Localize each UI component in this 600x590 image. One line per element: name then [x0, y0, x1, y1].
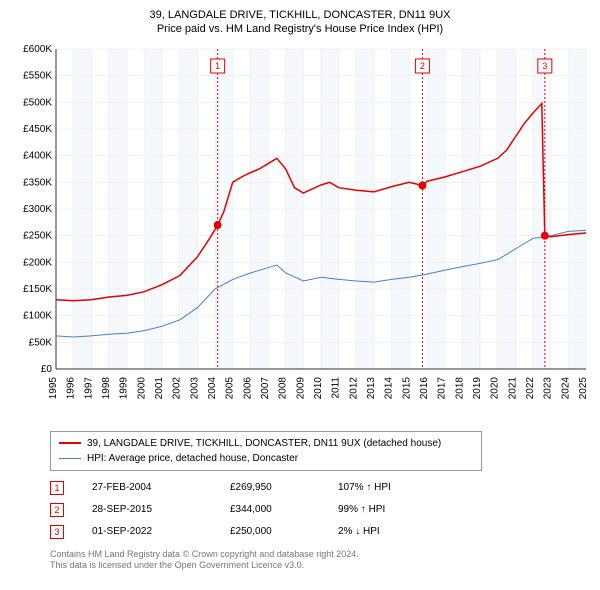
svg-text:£350K: £350K [23, 177, 52, 188]
svg-text:£600K: £600K [23, 44, 52, 55]
svg-text:2009: 2009 [295, 376, 306, 399]
svg-text:1996: 1996 [66, 376, 77, 399]
svg-text:£200K: £200K [23, 257, 52, 268]
sales-table: 1 27-FEB-2004 £269,950 107% ↑ HPI 2 28-S… [50, 477, 590, 543]
footer-line-1: Contains HM Land Registry data © Crown c… [50, 549, 590, 561]
svg-text:2014: 2014 [384, 376, 395, 399]
sale-row-3: 3 01-SEP-2022 £250,000 2% ↓ HPI [50, 521, 590, 543]
sale-date-2: 28-SEP-2015 [92, 504, 202, 515]
sale-marker-3: 3 [50, 525, 64, 539]
svg-text:2006: 2006 [242, 376, 253, 399]
sale-pct-3: 2% ↓ HPI [338, 526, 428, 537]
svg-text:2000: 2000 [136, 376, 147, 399]
svg-text:2025: 2025 [578, 376, 589, 399]
sale-row-1: 1 27-FEB-2004 £269,950 107% ↑ HPI [50, 477, 590, 499]
legend-item-1: 39, LANGDALE DRIVE, TICKHILL, DONCASTER,… [59, 436, 473, 451]
sale-marker-1: 1 [50, 481, 64, 495]
svg-text:2003: 2003 [189, 376, 200, 399]
sale-price-1: £269,950 [230, 482, 310, 493]
svg-text:1: 1 [215, 61, 220, 71]
svg-text:1999: 1999 [119, 376, 130, 399]
svg-text:2001: 2001 [154, 376, 165, 399]
legend-swatch-1 [59, 442, 81, 444]
svg-text:£450K: £450K [23, 124, 52, 135]
svg-text:£550K: £550K [23, 70, 52, 81]
svg-text:2016: 2016 [419, 376, 430, 399]
svg-text:2020: 2020 [490, 376, 501, 399]
svg-text:2012: 2012 [348, 376, 359, 399]
footer-line-2: This data is licensed under the Open Gov… [50, 560, 590, 572]
legend-label-2: HPI: Average price, detached house, Donc… [87, 451, 298, 466]
legend-label-1: 39, LANGDALE DRIVE, TICKHILL, DONCASTER,… [87, 436, 441, 451]
sale-date-1: 27-FEB-2004 [92, 482, 202, 493]
sale-row-2: 2 28-SEP-2015 £344,000 99% ↑ HPI [50, 499, 590, 521]
svg-text:2021: 2021 [507, 376, 518, 399]
svg-text:2007: 2007 [260, 376, 271, 399]
title-block: 39, LANGDALE DRIVE, TICKHILL, DONCASTER,… [10, 8, 590, 37]
sale-pct-2: 99% ↑ HPI [338, 504, 428, 515]
sale-marker-2: 2 [50, 503, 64, 517]
svg-text:£300K: £300K [23, 204, 52, 215]
svg-text:2022: 2022 [525, 376, 536, 399]
svg-text:2013: 2013 [366, 376, 377, 399]
svg-text:2011: 2011 [331, 376, 342, 398]
footer-attribution: Contains HM Land Registry data © Crown c… [50, 549, 590, 572]
chart-svg: £0 £50K £100K £150K £200K £250K £300K £350K £400… [10, 43, 590, 423]
svg-text:£100K: £100K [23, 310, 52, 321]
svg-text:2005: 2005 [225, 376, 236, 399]
legend-box: 39, LANGDALE DRIVE, TICKHILL, DONCASTER,… [50, 431, 482, 471]
svg-text:2002: 2002 [172, 376, 183, 399]
chart-subtitle: Price paid vs. HM Land Registry's House … [10, 22, 590, 36]
svg-text:£0: £0 [41, 364, 53, 375]
sale-pct-1: 107% ↑ HPI [338, 482, 428, 493]
svg-text:£50K: £50K [29, 337, 53, 348]
sale-price-3: £250,000 [230, 526, 310, 537]
svg-text:1997: 1997 [83, 376, 94, 399]
svg-text:2004: 2004 [207, 376, 218, 399]
sale-price-2: £344,000 [230, 504, 310, 515]
svg-text:£150K: £150K [23, 284, 52, 295]
svg-text:1995: 1995 [48, 376, 59, 399]
svg-text:2015: 2015 [401, 376, 412, 399]
legend-item-2: HPI: Average price, detached house, Donc… [59, 451, 473, 466]
legend-swatch-2 [59, 458, 81, 459]
svg-text:2024: 2024 [560, 376, 571, 399]
chart-area: £0 £50K £100K £150K £200K £250K £300K £350K £400… [10, 43, 590, 423]
svg-text:2017: 2017 [437, 376, 448, 399]
svg-text:1998: 1998 [101, 376, 112, 399]
sale-date-3: 01-SEP-2022 [92, 526, 202, 537]
svg-text:3: 3 [542, 61, 547, 71]
svg-text:£250K: £250K [23, 230, 52, 241]
svg-text:2010: 2010 [313, 376, 324, 399]
svg-text:2023: 2023 [543, 376, 554, 399]
svg-text:2: 2 [420, 61, 425, 71]
svg-text:£400K: £400K [23, 150, 52, 161]
svg-text:2019: 2019 [472, 376, 483, 399]
svg-text:2018: 2018 [454, 376, 465, 399]
svg-text:2008: 2008 [278, 376, 289, 399]
chart-title: 39, LANGDALE DRIVE, TICKHILL, DONCASTER,… [10, 8, 590, 22]
chart-container: 39, LANGDALE DRIVE, TICKHILL, DONCASTER,… [0, 0, 600, 590]
svg-text:£500K: £500K [23, 97, 52, 108]
